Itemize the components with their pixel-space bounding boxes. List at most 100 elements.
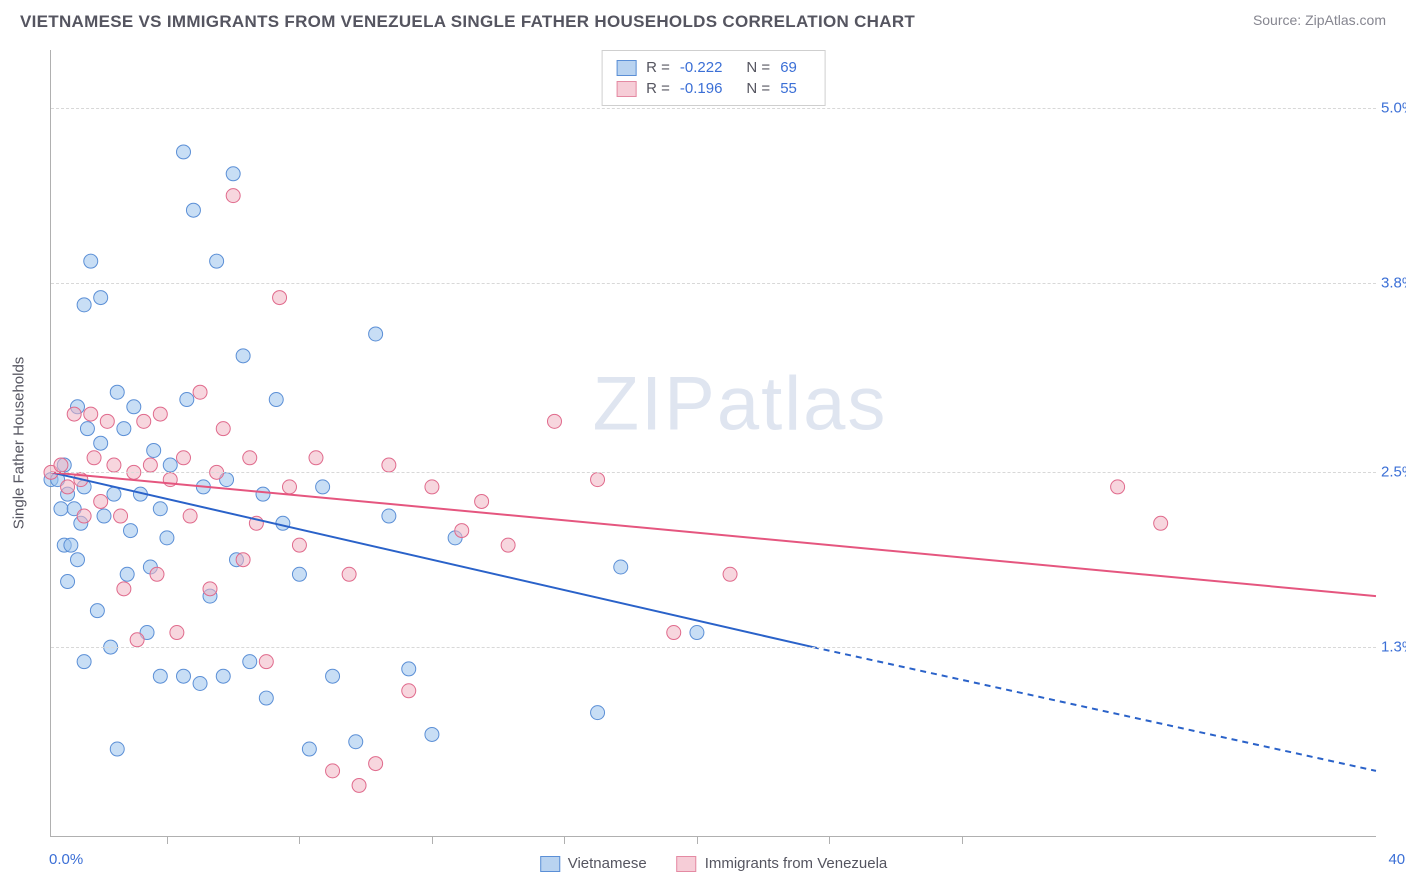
gridline [51, 283, 1376, 284]
scatter-point [94, 494, 108, 508]
scatter-point [382, 509, 396, 523]
scatter-point [236, 553, 250, 567]
y-tick-label: 3.8% [1381, 274, 1406, 291]
scatter-point [61, 480, 75, 494]
scatter-point [177, 669, 191, 683]
scatter-point [243, 655, 257, 669]
trend-line-extrapolated [813, 647, 1376, 771]
scatter-point [80, 422, 94, 436]
scatter-point [163, 458, 177, 472]
scatter-point [667, 626, 681, 640]
scatter-point [77, 655, 91, 669]
scatter-point [193, 676, 207, 690]
scatter-point [425, 727, 439, 741]
x-tick [299, 836, 300, 844]
scatter-point [216, 422, 230, 436]
scatter-point [130, 633, 144, 647]
scatter-point [591, 706, 605, 720]
scatter-point [87, 451, 101, 465]
trend-line [51, 472, 1376, 596]
scatter-point [256, 487, 270, 501]
scatter-point [94, 291, 108, 305]
scatter-point [147, 443, 161, 457]
scatter-point [153, 669, 167, 683]
scatter-point [236, 349, 250, 363]
swatch-icon [540, 856, 560, 872]
scatter-point [273, 291, 287, 305]
gridline [51, 108, 1376, 109]
x-tick [697, 836, 698, 844]
scatter-point [402, 662, 416, 676]
scatter-point [90, 604, 104, 618]
scatter-point [455, 524, 469, 538]
correlation-legend: R = -0.222 N = 69 R = -0.196 N = 55 [601, 50, 826, 106]
y-axis-title: Single Father Households [11, 357, 28, 530]
scatter-point [150, 567, 164, 581]
scatter-point [292, 567, 306, 581]
scatter-point [110, 385, 124, 399]
scatter-point [292, 538, 306, 552]
scatter-point [309, 451, 323, 465]
legend-row-series-1: R = -0.196 N = 55 [616, 78, 811, 99]
scatter-point [193, 385, 207, 399]
scatter-point [326, 669, 340, 683]
r-label: R = [646, 80, 670, 97]
r-value: -0.222 [680, 59, 723, 76]
scatter-point [591, 473, 605, 487]
scatter-point [64, 538, 78, 552]
scatter-point [1154, 516, 1168, 530]
scatter-point [259, 655, 273, 669]
scatter-point [153, 502, 167, 516]
scatter-point [369, 757, 383, 771]
series-legend: Vietnamese Immigrants from Venezuela [540, 855, 888, 872]
scatter-point [425, 480, 439, 494]
scatter-point [177, 145, 191, 159]
legend-label: Vietnamese [568, 855, 647, 872]
scatter-point [614, 560, 628, 574]
scatter-point [124, 524, 138, 538]
chart-plot-area: Single Father Households ZIPatlas 1.3%2.… [50, 50, 1376, 837]
scatter-point [302, 742, 316, 756]
scatter-point [143, 458, 157, 472]
scatter-point [283, 480, 297, 494]
x-axis-min-label: 0.0% [49, 851, 83, 868]
scatter-point [723, 567, 737, 581]
scatter-point [67, 407, 81, 421]
scatter-point [180, 393, 194, 407]
scatter-point [349, 735, 363, 749]
scatter-point [269, 393, 283, 407]
scatter-point [54, 502, 68, 516]
scatter-point [84, 254, 98, 268]
scatter-point [137, 414, 151, 428]
x-tick [962, 836, 963, 844]
scatter-point [690, 626, 704, 640]
scatter-point [276, 516, 290, 530]
source-attribution: Source: ZipAtlas.com [1253, 12, 1386, 28]
scatter-point [342, 567, 356, 581]
scatter-point [153, 407, 167, 421]
scatter-point [216, 669, 230, 683]
scatter-point [226, 167, 240, 181]
legend-item-vietnamese: Vietnamese [540, 855, 647, 872]
legend-row-series-0: R = -0.222 N = 69 [616, 57, 811, 78]
chart-title: VIETNAMESE VS IMMIGRANTS FROM VENEZUELA … [20, 12, 915, 32]
scatter-point [97, 509, 111, 523]
gridline [51, 472, 1376, 473]
scatter-point [210, 254, 224, 268]
scatter-point [94, 436, 108, 450]
scatter-point [547, 414, 561, 428]
scatter-point [501, 538, 515, 552]
scatter-point [203, 582, 217, 596]
x-tick [829, 836, 830, 844]
scatter-point [117, 422, 131, 436]
swatch-icon [616, 60, 636, 76]
x-tick [167, 836, 168, 844]
gridline [51, 647, 1376, 648]
scatter-point [117, 582, 131, 596]
scatter-point [61, 575, 75, 589]
scatter-svg [51, 50, 1376, 836]
scatter-point [170, 626, 184, 640]
scatter-point [369, 327, 383, 341]
scatter-point [186, 203, 200, 217]
scatter-point [316, 480, 330, 494]
